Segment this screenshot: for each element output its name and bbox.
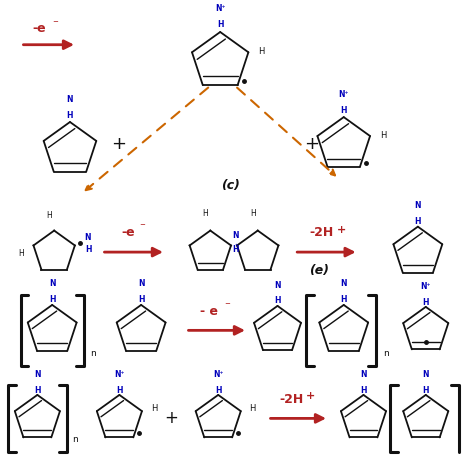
Text: H: H: [422, 386, 429, 395]
Text: H: H: [217, 20, 223, 29]
Text: N: N: [49, 279, 55, 288]
Text: N⁺: N⁺: [215, 4, 226, 13]
Text: +: +: [111, 136, 127, 154]
Text: H: H: [18, 249, 24, 258]
Text: n: n: [72, 435, 78, 444]
Text: H: H: [138, 295, 145, 304]
Text: N: N: [232, 231, 238, 240]
Text: H: H: [360, 386, 367, 395]
Text: +: +: [304, 136, 319, 154]
Text: N⁺: N⁺: [338, 90, 349, 99]
Text: -2H: -2H: [280, 393, 304, 406]
Text: N⁺: N⁺: [420, 282, 431, 291]
Text: H: H: [274, 296, 281, 305]
Text: (c): (c): [220, 179, 239, 191]
Text: H: H: [116, 386, 123, 395]
Text: H: H: [46, 211, 52, 220]
Text: H: H: [340, 295, 347, 304]
Text: H: H: [250, 209, 255, 218]
Text: H: H: [67, 111, 73, 120]
Text: H: H: [34, 386, 41, 395]
Text: H: H: [249, 403, 255, 412]
Text: N⁺: N⁺: [213, 370, 223, 379]
Text: -e: -e: [32, 22, 46, 35]
Text: N: N: [274, 281, 281, 290]
Text: -e: -e: [121, 227, 135, 239]
Text: ⁻: ⁻: [224, 301, 230, 311]
Text: -2H: -2H: [309, 227, 333, 239]
Text: (e): (e): [309, 264, 329, 277]
Text: H: H: [49, 295, 55, 304]
Text: H: H: [151, 403, 157, 412]
Text: H: H: [415, 217, 421, 226]
Text: N: N: [34, 370, 41, 379]
Text: N: N: [415, 201, 421, 210]
Text: H: H: [422, 298, 429, 307]
Text: N: N: [138, 279, 145, 288]
Text: N: N: [340, 279, 347, 288]
Text: n: n: [90, 349, 95, 358]
Text: +: +: [164, 410, 178, 428]
Text: H: H: [258, 47, 264, 56]
Text: ⁺: ⁺: [235, 244, 238, 249]
Text: H: H: [202, 209, 208, 218]
Text: H: H: [85, 245, 91, 254]
Text: H: H: [215, 386, 221, 395]
Text: H: H: [380, 131, 387, 140]
Text: N⁺: N⁺: [114, 370, 125, 379]
Text: - e: - e: [201, 305, 219, 318]
Text: ⁻: ⁻: [139, 223, 145, 233]
Text: ⁻: ⁻: [52, 19, 58, 29]
Text: H: H: [232, 245, 238, 254]
Text: N: N: [360, 370, 367, 379]
Text: +: +: [306, 391, 315, 401]
Text: n: n: [383, 349, 389, 358]
Text: N: N: [422, 370, 429, 379]
Text: N: N: [67, 95, 73, 104]
Text: +: +: [337, 225, 346, 235]
Text: H: H: [340, 106, 347, 115]
Text: N: N: [84, 233, 91, 242]
